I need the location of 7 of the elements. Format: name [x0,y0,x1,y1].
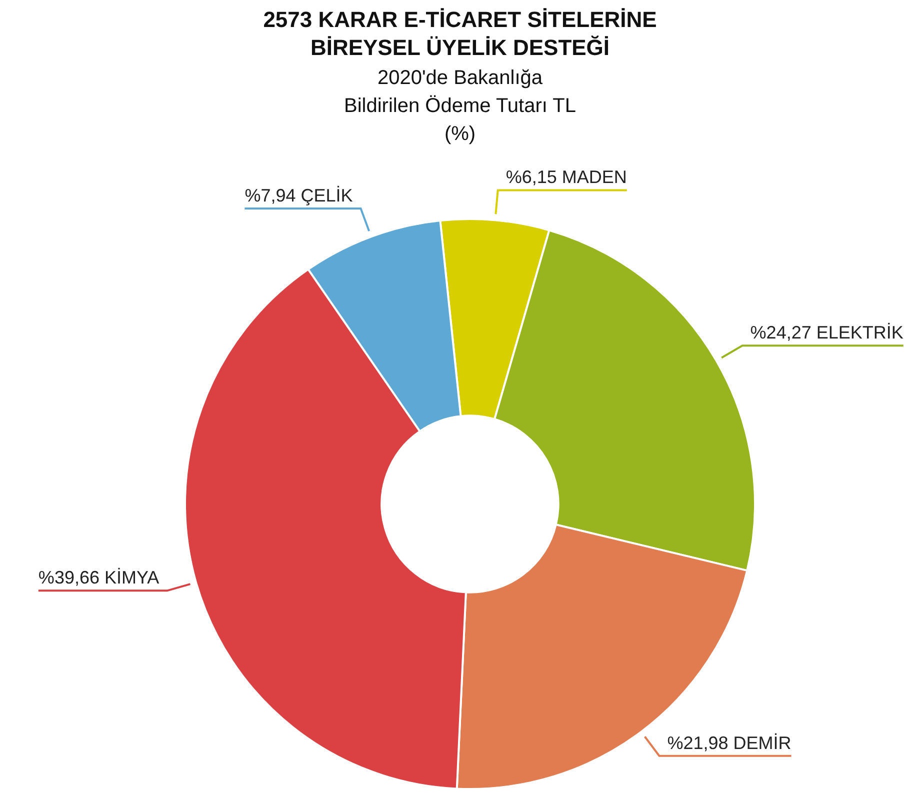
slice-label: %7,94 ÇELİK [244,186,353,206]
slice-label: %39,66 KİMYA [38,568,160,588]
slice-label: %24,27 ELEKTRİK [750,322,904,343]
slice-label: %21,98 DEMİR [667,732,792,753]
chart-subtitle: 2020'de Bakanlığa Bildirilen Ödeme Tutarı TL (%) [343,66,577,147]
slice-label: %6,15 MADEN [506,167,627,188]
chart-title: 2573 KARAR E-TİCARET SİTELERİNE BİREYSEL ÜYELİK DESTEĞİ [262,6,658,62]
